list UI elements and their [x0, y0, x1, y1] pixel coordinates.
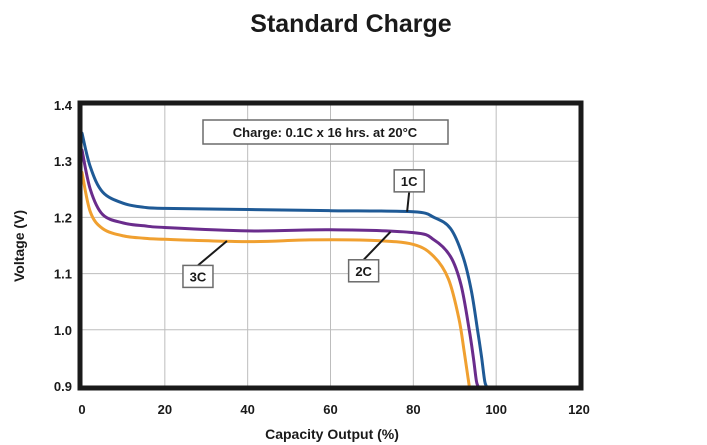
plot-frame	[77, 100, 584, 391]
y-tick-label: 1.2	[54, 210, 72, 225]
curve-label-2c: 2C	[355, 264, 372, 279]
x-tick-label: 0	[78, 402, 85, 417]
leader-line-2c	[362, 231, 392, 261]
series-line-3c	[80, 170, 471, 388]
x-tick-label: 60	[323, 402, 337, 417]
curve-label-box-3c	[182, 264, 214, 289]
series-line-1c	[80, 131, 488, 388]
x-axis-label: Capacity Output (%)	[265, 426, 399, 442]
annotation-frame	[202, 119, 449, 145]
series-line-2c	[80, 148, 480, 388]
series-group	[80, 131, 488, 388]
x-tick-label: 20	[158, 402, 172, 417]
y-tick-label: 1.0	[54, 323, 72, 338]
x-tick-labels: 0 20 40 60 80 100 120	[78, 402, 589, 417]
annotation-text: Charge: 0.1C x 16 hrs. at 20°C	[233, 125, 418, 140]
leader-line-3c	[197, 240, 228, 267]
y-tick-label: 1.4	[54, 98, 73, 113]
y-tick-labels: 0.9 1.0 1.1 1.2 1.3 1.4	[54, 98, 73, 394]
x-tick-label: 80	[406, 402, 420, 417]
y-tick-label: 0.9	[54, 379, 72, 394]
x-tick-label: 40	[240, 402, 254, 417]
curve-label-box-2c	[347, 259, 380, 283]
curve-label-1c: 1C	[401, 174, 418, 189]
y-tick-label: 1.3	[54, 154, 72, 169]
x-tick-label: 120	[568, 402, 590, 417]
annotation-box: Charge: 0.1C x 16 hrs. at 20°C	[202, 119, 449, 145]
y-axis-label: Voltage (V)	[11, 210, 27, 282]
curve-label-3c: 3C	[190, 269, 207, 284]
curve-labels: 1C 2C 3C	[182, 169, 425, 289]
leader-line-1c	[406, 191, 411, 212]
y-tick-label: 1.1	[54, 267, 72, 282]
chart-title: Standard Charge	[250, 10, 452, 38]
curve-label-box-1c	[393, 169, 425, 193]
grid	[82, 105, 579, 386]
x-tick-label: 100	[485, 402, 507, 417]
